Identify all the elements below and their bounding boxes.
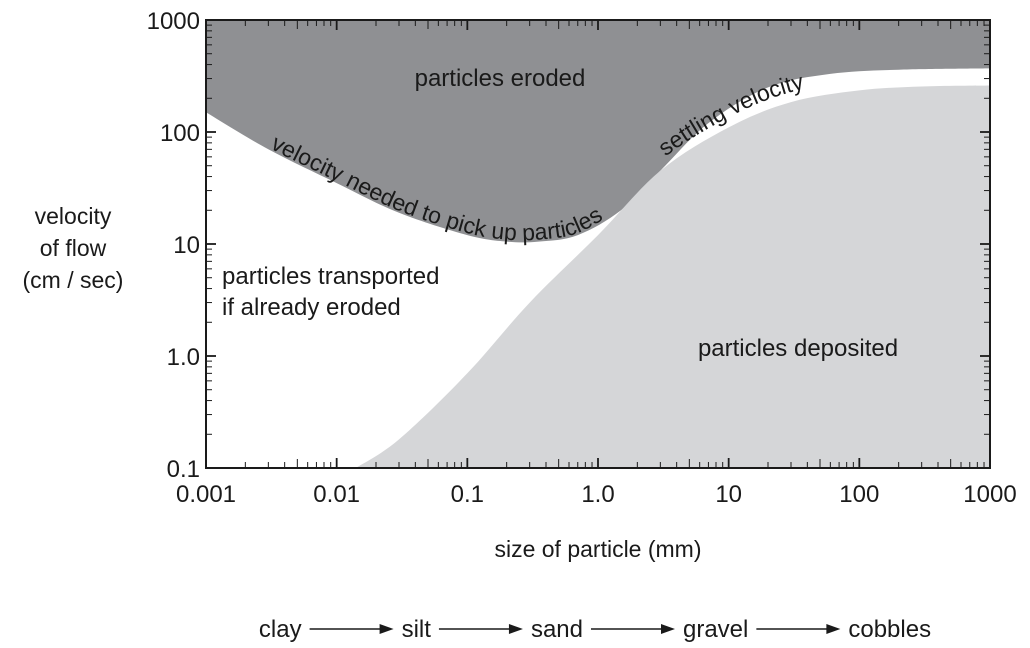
y-tick-label: 100: [160, 120, 200, 147]
size-class-label: gravel: [683, 616, 748, 643]
y-tick-label: 10: [173, 232, 200, 259]
size-sequence: clay silt sand gravel cobbles: [259, 616, 931, 643]
x-tick-labels: 0.001 0.01 0.1 1.0 10 100 1000: [176, 481, 1017, 508]
y-tick-labels: 0.1 1.0 10 100 1000: [147, 8, 200, 483]
y-axis-label-line1: velocity: [35, 203, 112, 229]
x-axis-label: size of particle (mm): [494, 536, 701, 562]
axes: [205, 19, 991, 469]
x-tick-label: 0.01: [313, 481, 360, 508]
x-tick-label: 0.001: [176, 481, 236, 508]
sequence-arrow-head: [660, 624, 675, 634]
y-axis-label-line2: of flow: [40, 235, 107, 261]
particles-eroded-region: [206, 20, 990, 243]
y-tick-label: 1.0: [167, 344, 200, 371]
x-tick-label: 1000: [963, 481, 1016, 508]
plot-area: [206, 20, 990, 468]
x-tick-label: 0.1: [451, 481, 484, 508]
x-tick-label: 1.0: [581, 481, 614, 508]
region-label-eroded: particles eroded: [415, 65, 586, 92]
x-tick-label: 10: [715, 481, 742, 508]
size-class-label: cobbles: [848, 616, 931, 643]
sequence-arrow-head: [826, 624, 841, 634]
region-label-transported-line2: if already eroded: [222, 294, 401, 321]
y-axis-label-line3: (cm / sec): [23, 267, 124, 293]
x-tick-label: 100: [839, 481, 879, 508]
sequence-arrow-head: [508, 624, 523, 634]
size-class-label: clay: [259, 616, 302, 643]
size-class-label: sand: [531, 616, 583, 643]
particles-deposited-region: [355, 85, 990, 468]
y-tick-label: 0.1: [167, 456, 200, 483]
region-label-transported-line1: particles transported: [222, 263, 439, 290]
size-class-label: silt: [402, 616, 432, 643]
y-tick-label: 1000: [147, 8, 200, 35]
region-label-deposited: particles deposited: [698, 335, 898, 362]
sequence-arrow-head: [379, 624, 394, 634]
